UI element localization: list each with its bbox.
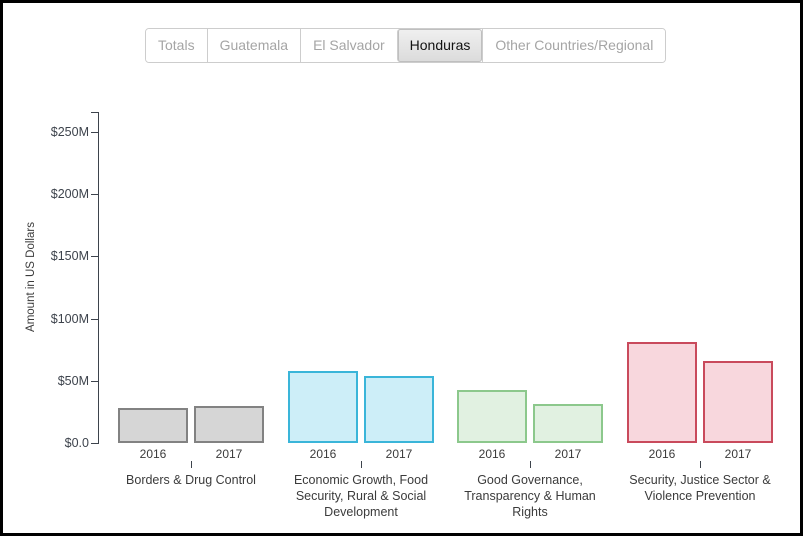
y-tick-mark [91,194,98,195]
bar-2017-security-justice-sector-violence-prevention[interactable] [703,361,773,443]
tab-el-salvador[interactable]: El Salvador [300,29,397,62]
bar-year-label: 2017 [554,447,582,461]
y-tick-label: $50M [57,374,89,388]
category-label-good-governance-transparency-human-rights: Good Governance, Transparency & Human Ri… [464,473,596,519]
tab-other-countries-regional[interactable]: Other Countries/Regional [482,29,666,62]
bar-2016-security-justice-sector-violence-prevention[interactable] [627,342,697,443]
y-tick-label: $250M [50,125,89,139]
x-group-tick [700,461,701,468]
x-group-tick [530,461,531,468]
bar-year-label: 2016 [309,447,337,461]
y-tick-label: $150M [50,249,89,263]
category-label-security-justice-sector-violence-prevention: Security, Justice Sector & Violence Prev… [629,473,771,503]
bar-2016-borders-drug-control[interactable] [118,408,188,443]
tab-bar: Totals Guatemala El Salvador Honduras Other … [145,28,667,63]
tab-totals[interactable]: Totals [146,29,207,62]
y-axis-outer-tick [91,112,99,113]
category-label-borders-drug-control: Borders & Drug Control [126,473,256,487]
bar-year-label: 2017 [385,447,413,461]
tab-guatemala[interactable]: Guatemala [206,29,301,62]
bar-year-label: 2017 [215,447,243,461]
bar-2017-economic-growth-food-security-rural-social-development[interactable] [364,376,434,443]
y-tick-mark [91,319,98,320]
y-tick-label: $0.0 [64,436,89,450]
bar-year-label: 2016 [478,447,506,461]
y-tick-mark [91,256,98,257]
y-tick-mark [91,381,98,382]
bar-year-label: 2016 [139,447,167,461]
y-tick-mark [91,443,98,444]
y-tick-label: $100M [50,312,89,326]
bar-2017-good-governance-transparency-human-rights[interactable] [533,404,603,443]
x-group-tick [191,461,192,468]
tab-honduras[interactable]: Honduras [396,29,483,62]
bar-year-label: 2016 [648,447,676,461]
y-tick-mark [91,132,98,133]
y-tick-label: $200M [50,187,89,201]
x-group-tick [361,461,362,468]
bar-2016-economic-growth-food-security-rural-social-development[interactable] [288,371,358,443]
bar-year-label: 2017 [724,447,752,461]
bar-2017-borders-drug-control[interactable] [194,406,264,443]
bar-2016-good-governance-transparency-human-rights[interactable] [457,390,527,443]
y-axis-line [98,112,99,444]
category-label-economic-growth-food-security-rural-social-development: Economic Growth, Food Security, Rural & … [293,473,429,519]
